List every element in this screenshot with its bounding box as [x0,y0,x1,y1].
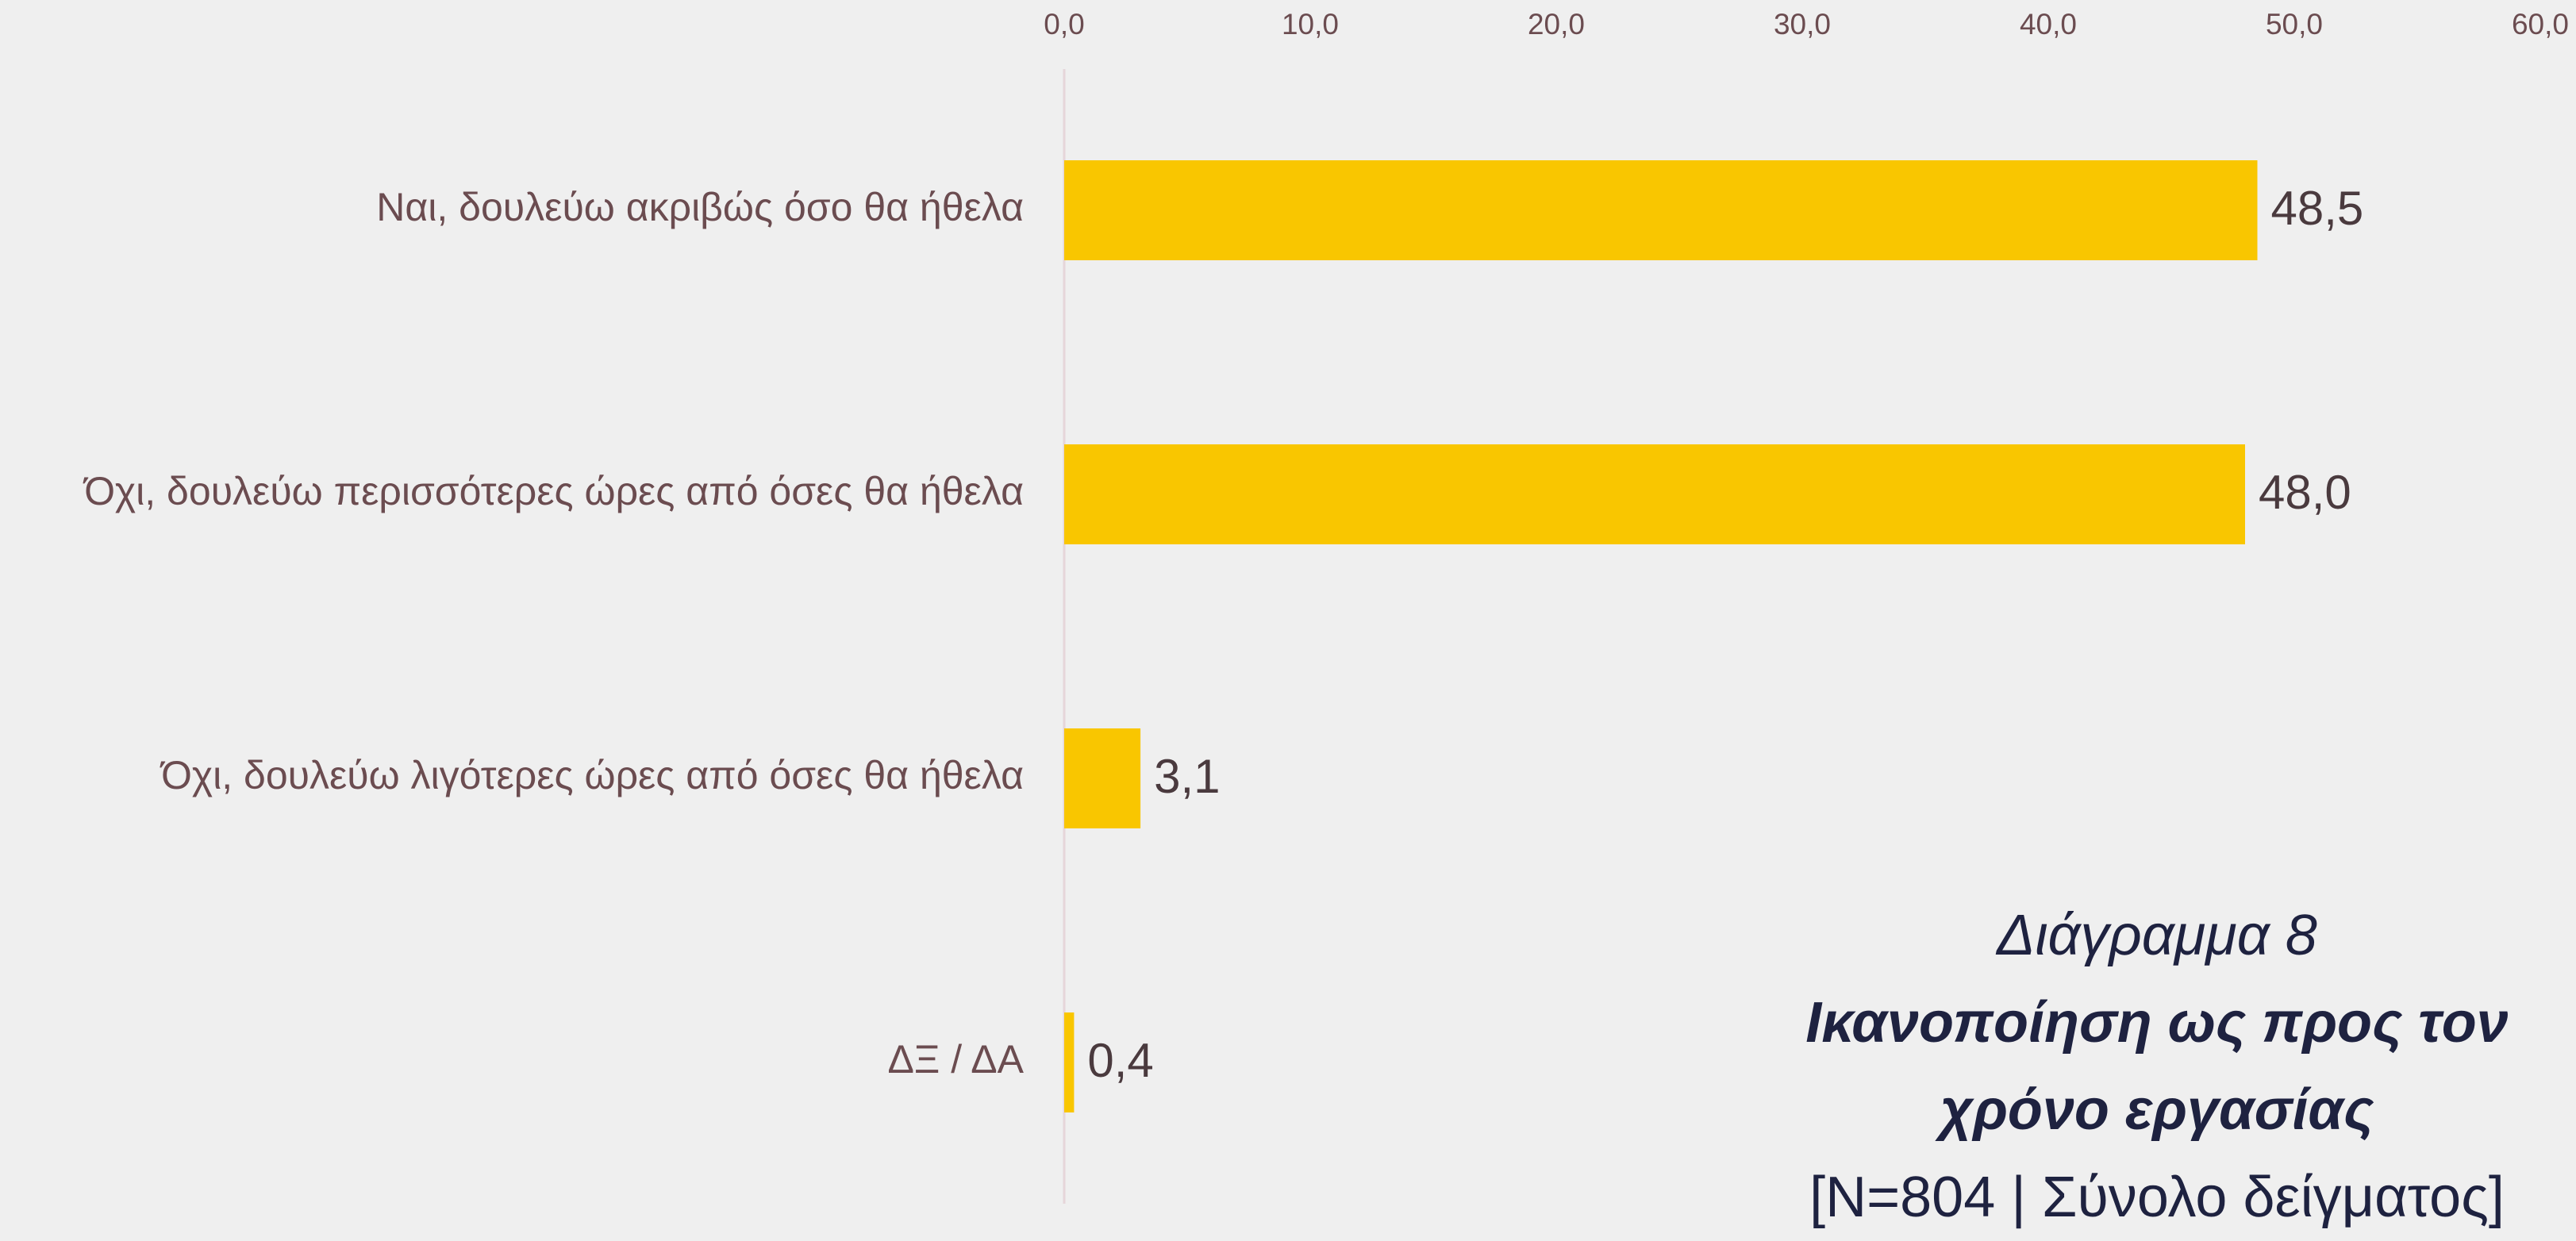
y-tick-label: Όχι, δουλεύω περισσότερες ώρες από όσες … [83,469,1024,513]
value-label: 48,0 [2259,466,2351,519]
x-tick-label: 50,0 [2266,8,2323,40]
chart-title: Ικανοποίηση ως προς τον χρόνο εργασίας [1805,991,2509,1142]
chart-supertitle: Διάγραμμα 8 [1997,904,2317,967]
x-tick-label: 10,0 [1282,8,1339,40]
value-label: 48,5 [2271,182,2364,235]
bar [1064,444,2245,544]
value-label: 3,1 [1154,750,1220,803]
bar [1064,1012,1075,1112]
page: 0,0 10,0 20,0 30,0 40,0 50,0 60,0 Ναι, δουλεύω … [83,7,2570,1229]
bar [1064,160,2258,260]
x-tick-label: 30,0 [1774,8,1831,40]
x-tick-label: 0,0 [1044,8,1084,40]
x-tick-label: 60,0 [2512,8,2569,40]
y-tick-label: ΔΞ / ΔΑ [887,1037,1024,1082]
bar [1064,728,1141,828]
x-tick-label: 40,0 [2020,8,2077,40]
x-tick-label: 20,0 [1528,8,1585,40]
title-block: Διάγραμμα 8 Ικανοποίηση ως προς τον χρόν… [1792,892,2522,1241]
value-label: 0,4 [1087,1034,1153,1087]
chart: 0,0 10,0 20,0 30,0 40,0 50,0 60,0 Ναι, δουλεύω … [83,8,2569,1204]
y-tick-label: Όχι, δουλεύω λιγότερες ώρες από όσες θα … [160,753,1024,797]
chart-subtitle: [Ν=804 | Σύνολο δείγματος] [1809,1166,2505,1229]
y-tick-label: Ναι, δουλεύω ακριβώς όσο θα ήθελα [376,185,1024,229]
